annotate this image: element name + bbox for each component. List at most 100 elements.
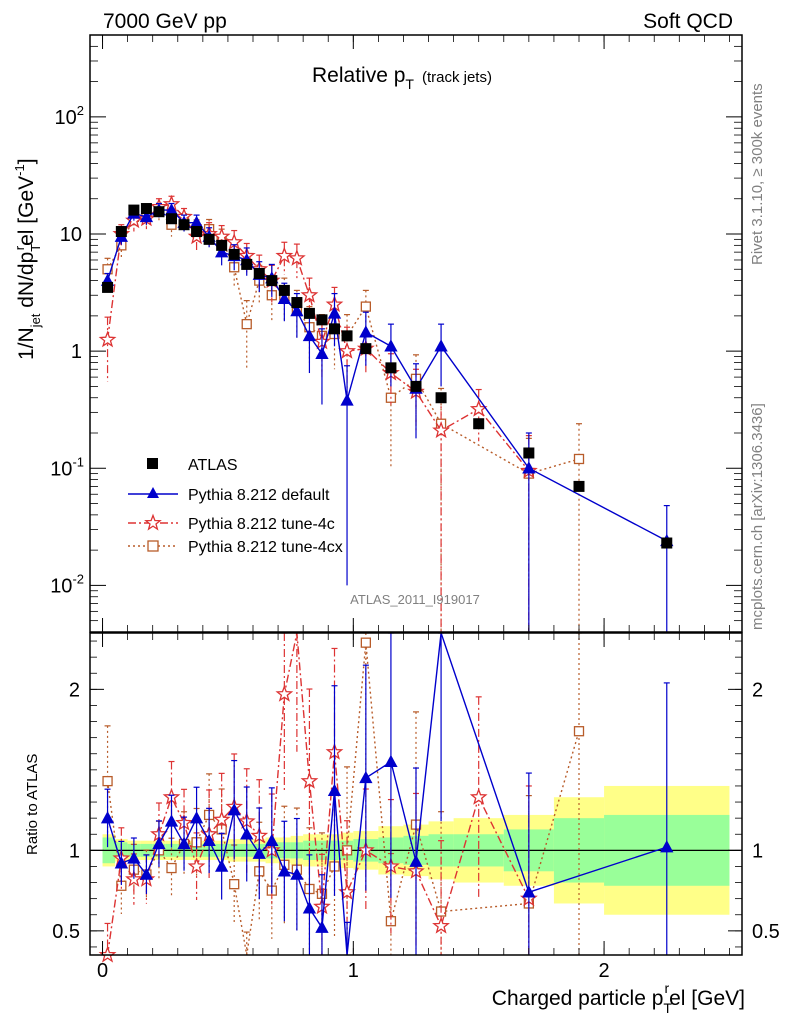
data-point-atlas [661, 537, 673, 549]
xlabel-sub: T [663, 1000, 672, 1016]
data-point-atlas [241, 258, 253, 270]
header-left: 7000 GeV pp [103, 10, 227, 33]
ylabel-part-b: dN/dp [15, 252, 38, 314]
legend-label-atlas: ATLAS [188, 457, 238, 474]
marker-tune4c [212, 227, 231, 245]
ratio-marker-tune4cx [229, 879, 240, 890]
marker-default [290, 304, 304, 317]
ratio-marker-default [114, 856, 128, 869]
ratio-marker-tune4c [432, 916, 450, 934]
series-line-tune4cx [106, 210, 580, 475]
main-panel-frame [89, 34, 743, 633]
data-point-atlas [266, 275, 278, 287]
axis-ticks: 0 1 2 10-2 10-1 1 10 102 0.5 0.5 1 1 2 2 [50, 34, 780, 982]
marker-default [164, 203, 179, 216]
ratio-y-label: Ratio to ATLAS [24, 754, 41, 855]
data-point-atlas [360, 343, 372, 355]
ylabel-part-c-sup: -1 [12, 164, 27, 176]
ratio-marker-tune4c [275, 684, 294, 702]
data-point-atlas [303, 307, 315, 319]
data-point-atlas [102, 281, 114, 293]
legend-label-tune4c: Pythia 8.212 tune-4c [188, 516, 335, 533]
ylabel-part-a-sub: jet [28, 313, 43, 328]
ratio-marker-default [164, 814, 179, 827]
analysis-id: ATLAS_2011_I919017 [350, 592, 480, 607]
y-tick-label: 10-1 [50, 454, 84, 480]
main-panel-series [98, 194, 674, 632]
legend-marker-tune4c [144, 513, 162, 531]
ratio-marker-tune4c [469, 787, 488, 805]
title-suffix: (track jets) [422, 69, 492, 86]
ratio-marker-tune4c [212, 810, 231, 828]
marker-tune4c [275, 246, 294, 264]
ratio-marker-default [409, 854, 423, 867]
legend-label-tune4cx: Pythia 8.212 tune-4cx [188, 539, 343, 556]
ratio-marker-default [327, 783, 342, 797]
ratio-marker-default [215, 859, 229, 872]
marker-default [302, 328, 317, 342]
ratio-marker-default [522, 885, 536, 898]
ratio-tick-label-right: 1 [752, 840, 763, 862]
ratio-marker-default [290, 867, 304, 880]
ratio-marker-default [265, 833, 279, 846]
data-point-atlas [385, 362, 397, 374]
marker-default [315, 346, 329, 359]
marker-default [327, 306, 342, 319]
data-point-atlas [329, 323, 340, 335]
data-point-atlas [115, 226, 127, 238]
ratio-tick-label: 1 [69, 840, 80, 862]
marker-default [384, 339, 398, 352]
ratio-marker-default [127, 851, 141, 864]
marker-tune4cx [360, 301, 371, 312]
ratio-marker-tune4cx [360, 637, 371, 648]
ratio-panel-frame [89, 632, 743, 956]
x-tick-label: 0 [97, 960, 108, 982]
y-axis-label: 1/Njet dN/dpTrel [GeV-1] [12, 158, 43, 360]
data-point-atlas [473, 418, 485, 430]
ratio-marker-default [202, 833, 216, 846]
ratio-marker-default [302, 901, 317, 914]
x-axis-label: Charged particle pTrel [GeV] [492, 980, 745, 1016]
marker-default [340, 393, 354, 406]
ratio-marker-default [384, 754, 398, 768]
data-point-atlas [523, 447, 535, 459]
ratio-marker-default [240, 827, 254, 840]
marker-default [277, 291, 291, 305]
ratio-tick-label: 2 [69, 679, 80, 701]
data-point-atlas [341, 330, 353, 342]
ratio-marker-default [100, 811, 115, 824]
marker-default [215, 245, 229, 258]
legend-label-default: Pythia 8.212 default [188, 487, 330, 504]
y-tick-label: 1 [71, 341, 82, 363]
ratio-marker-default [189, 811, 204, 824]
ratio-marker-default [152, 836, 166, 850]
data-point-atlas [291, 297, 303, 309]
ratio-marker-default [177, 836, 191, 850]
header-right: Soft QCD [643, 10, 733, 33]
marker-default [189, 215, 204, 228]
ratio-marker-default [359, 770, 373, 784]
ratio-tick-label-right: 2 [752, 679, 763, 701]
data-point-atlas [191, 226, 203, 238]
x-tick-label: 1 [348, 960, 359, 982]
ratio-line-default [106, 632, 667, 956]
ratio-tick-label-right: 0.5 [752, 921, 780, 943]
data-point-atlas [166, 213, 177, 225]
data-point-atlas [228, 248, 240, 260]
ratio-marker-tune4cx [166, 862, 177, 874]
data-point-atlas [253, 268, 265, 280]
ylabel-part-b-sub: T [28, 244, 43, 252]
data-point-atlas [410, 380, 422, 392]
ylabel-part-a: 1/N [15, 327, 38, 360]
data-point-atlas [203, 233, 215, 245]
marker-tune4c [432, 421, 450, 439]
ratio-panel-series [98, 632, 674, 963]
title-main: Relative p [312, 64, 405, 87]
mcplots-label: mcplots.cern.ch [arXiv:1306.3436] [749, 403, 766, 630]
xlabel-sup: r [664, 980, 669, 996]
legend-marker-default [147, 487, 159, 498]
ratio-marker-tune4c [300, 771, 319, 789]
ratio-marker-default [252, 846, 266, 859]
data-point-atlas [153, 206, 165, 218]
